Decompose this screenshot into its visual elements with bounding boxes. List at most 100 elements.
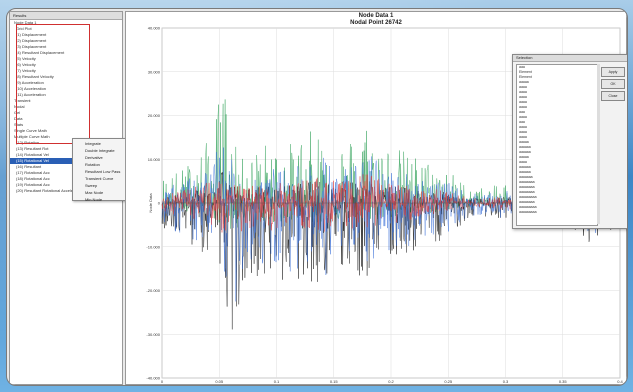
- selection-list-item[interactable]: aaa: [519, 120, 525, 124]
- tree-item[interactable]: (3) Displacement: [16, 44, 47, 49]
- plot-subtitle: Nodal Point 26742: [350, 20, 402, 26]
- context-menu-item[interactable]: Integrate: [85, 141, 101, 146]
- tree-item[interactable]: (11) Acceleration: [16, 92, 46, 97]
- y-tick-label: -20.000: [146, 288, 160, 293]
- selection-list-item[interactable]: aaa: [519, 110, 525, 114]
- selection-list-item[interactable]: aaaa: [519, 90, 527, 94]
- context-menu-item[interactable]: Sweep: [85, 183, 98, 188]
- tree-item[interactable]: Multiple Curve Math: [14, 134, 50, 139]
- plot-area[interactable]: Node Data 1 Nodal Point 26742 40.000 30.0…: [125, 11, 627, 385]
- x-tick-label: 0.05: [215, 379, 224, 384]
- selection-list-item[interactable]: aaaaaaaa: [519, 200, 535, 204]
- context-menu: Integrate Double Integrate Derivative Rotat…: [72, 138, 132, 203]
- selection-window: Selection aaa Element Element aaaaa aaaa aaaa…: [512, 54, 627, 229]
- selection-list-item[interactable]: aaaa: [519, 125, 527, 129]
- x-tick-label: 0: [161, 379, 164, 384]
- selection-list-item[interactable]: aaaa: [519, 105, 527, 109]
- tree-item[interactable]: (2) Displacement: [16, 38, 47, 43]
- tree-item[interactable]: Data: [14, 116, 23, 121]
- selection-list-item[interactable]: aaaaaa: [519, 170, 531, 174]
- context-menu-item[interactable]: Derivative: [85, 155, 103, 160]
- tree-item[interactable]: (8) Resultant Velocity: [16, 74, 54, 79]
- selection-list-item[interactable]: aaaa: [519, 115, 527, 119]
- y-tick-label: -40.000: [146, 376, 160, 381]
- context-menu-item[interactable]: Min Node: [85, 197, 103, 202]
- y-tick-label: -10.000: [146, 244, 160, 249]
- x-tick-label: 0.4: [617, 379, 623, 384]
- selection-list-item[interactable]: aaaaaaaaa: [519, 195, 537, 199]
- x-tick-label: 0.35: [559, 379, 568, 384]
- tree-item[interactable]: (6) Velocity: [16, 62, 36, 67]
- ok-button[interactable]: OK: [601, 79, 625, 89]
- context-menu-item[interactable]: Rotation: [85, 162, 100, 167]
- tree-item[interactable]: Node Data 1: [14, 20, 37, 25]
- selection-list-item[interactable]: aaaaaa: [519, 165, 531, 169]
- selection-list-item[interactable]: aaa: [519, 65, 525, 69]
- selection-list-item[interactable]: aaaaaaaa: [519, 190, 535, 194]
- tree-item[interactable]: (19) Rotational Acc: [16, 182, 50, 187]
- x-tick-label: 0.3: [503, 379, 509, 384]
- selection-list-item[interactable]: aaaa: [519, 160, 527, 164]
- tree-item[interactable]: (14) Rotational Vel: [16, 152, 49, 157]
- tree-item[interactable]: (13) Resultant Rot: [16, 146, 49, 151]
- selection-list-item[interactable]: aaaaaaaaa: [519, 210, 537, 214]
- tree-item[interactable]: (1) Displacement: [16, 32, 47, 37]
- selection-list[interactable]: aaa Element Element aaaaa aaaa aaaa aaaa aaaa aa…: [516, 64, 598, 226]
- selection-list-item[interactable]: aaaaaaaa: [519, 185, 535, 189]
- tree-item[interactable]: Transient: [14, 98, 31, 103]
- tree-item[interactable]: (16) Resultant: [16, 164, 42, 169]
- y-tick-label: 0: [158, 201, 161, 206]
- tree-item[interactable]: Nodal: [14, 104, 25, 109]
- x-tick-label: 0.25: [444, 379, 453, 384]
- selection-list-item[interactable]: aaaaaa: [519, 145, 531, 149]
- y-tick-label: 10.000: [148, 157, 161, 162]
- tree-item[interactable]: (7) Velocity: [16, 68, 36, 73]
- tree-item[interactable]: (18) Rotational Acc: [16, 176, 50, 181]
- tree-item[interactable]: (17) Rotational Acc: [16, 170, 50, 175]
- plot-title: Node Data 1: [358, 13, 394, 19]
- selection-list-item[interactable]: aaaaaaaa: [519, 180, 535, 184]
- y-tick-label: -30.000: [146, 332, 160, 337]
- selection-list-item[interactable]: aaaa: [519, 85, 527, 89]
- context-menu-item[interactable]: Max Node: [85, 190, 104, 195]
- selection-list-item[interactable]: Element: [519, 75, 532, 79]
- tree-item[interactable]: Stats: [14, 122, 24, 127]
- selection-list-item[interactable]: aaaa: [519, 130, 527, 134]
- y-tick-label: 20.000: [148, 113, 161, 118]
- selection-list-item[interactable]: aaaaa: [519, 155, 529, 159]
- selection-list-item[interactable]: aaaaaa: [519, 150, 531, 154]
- tree-title: Results: [10, 12, 122, 20]
- selection-list-item[interactable]: aaaaa: [519, 140, 529, 144]
- selection-window-title: Selection: [513, 55, 627, 62]
- tree-item[interactable]: (12) Rotation: [16, 140, 40, 145]
- x-tick-label: 0.1: [274, 379, 280, 384]
- tree-item[interactable]: Gel: [14, 110, 21, 115]
- selection-list-item[interactable]: aaaaaaa: [519, 175, 533, 179]
- tree-item[interactable]: Grid Plot: [16, 26, 32, 31]
- selection-list-item[interactable]: aaaaaaaaa: [519, 205, 537, 209]
- tree-item[interactable]: (5) Velocity: [16, 56, 36, 61]
- y-tick-label: 30.000: [148, 69, 161, 74]
- tree-item[interactable]: (20) Resultant Rotational Acceleration: [16, 188, 84, 193]
- context-menu-item[interactable]: Transient Curve: [85, 176, 114, 181]
- selection-list-item[interactable]: aaaaa: [519, 80, 529, 84]
- x-tick-label: 0.2: [388, 379, 394, 384]
- selection-list-item[interactable]: Element: [519, 70, 532, 74]
- apply-button[interactable]: Apply: [601, 67, 625, 77]
- x-tick-label: 0.15: [330, 379, 339, 384]
- context-menu-item[interactable]: Resultant Low Pass: [85, 169, 121, 174]
- selection-list-item[interactable]: aaaa: [519, 95, 527, 99]
- selection-list-item[interactable]: aaaa: [519, 100, 527, 104]
- tree-item[interactable]: (9) Acceleration: [16, 80, 44, 85]
- selection-list-scrollbar[interactable]: [597, 64, 600, 224]
- context-menu-list: Integrate Double Integrate Derivative Rotat…: [73, 140, 131, 203]
- tree-item[interactable]: Single Curve Math: [14, 128, 47, 133]
- context-menu-item[interactable]: Double Integrate: [85, 148, 115, 153]
- tree-list: Node Data 1 Grid Plot (1) Displacement (2) …: [10, 20, 122, 194]
- tree-item[interactable]: (4) Resultant Displacement: [16, 50, 65, 55]
- y-tick-label: 40.000: [148, 26, 161, 31]
- tree-item[interactable]: (10) Acceleration: [16, 86, 47, 91]
- selection-list-item[interactable]: aaaa: [519, 135, 527, 139]
- close-button[interactable]: Close: [601, 91, 625, 101]
- tree-item[interactable]: (15) Rotational Vel: [10, 158, 122, 164]
